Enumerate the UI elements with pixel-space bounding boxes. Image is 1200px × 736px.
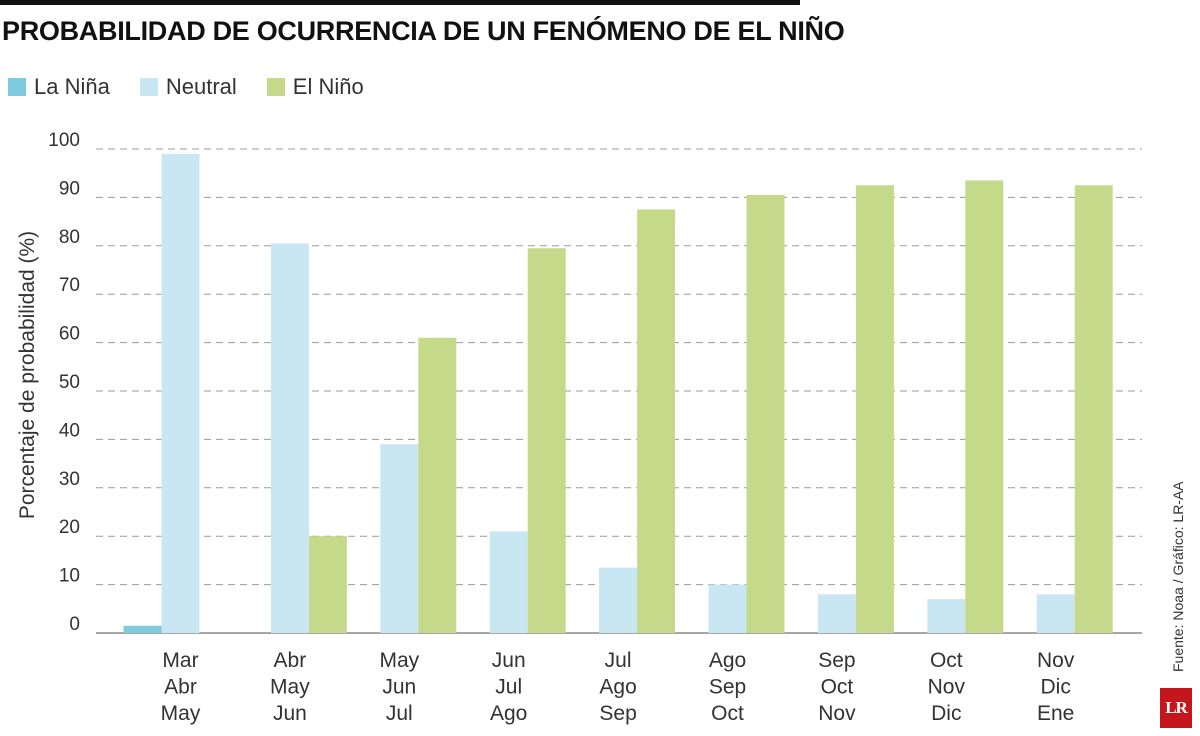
- x-tick-label: May: [379, 649, 419, 672]
- x-tick-label: Oct: [930, 649, 963, 672]
- x-tick-label: May: [161, 702, 201, 725]
- x-tick-label: Oct: [711, 702, 744, 725]
- bar-neutral: [380, 444, 419, 633]
- bar-la-nina: [123, 625, 162, 633]
- legend-item-la-nina: La Niña: [8, 74, 110, 100]
- bar-el-nino: [637, 209, 676, 633]
- top-rule: [0, 0, 800, 5]
- x-tick-label: Ene: [1037, 702, 1074, 725]
- y-tick-label: 0: [69, 614, 80, 635]
- legend-label-el-nino: El Niño: [292, 74, 364, 99]
- x-tick-label: Dic: [931, 702, 961, 725]
- y-tick-label: 60: [59, 324, 80, 345]
- bar-el-nino: [746, 194, 785, 634]
- x-tick-label: Ago: [709, 649, 746, 672]
- y-tick-label: 30: [59, 469, 80, 490]
- legend-swatch-el-nino: [266, 78, 285, 96]
- bar-el-nino: [965, 180, 1004, 633]
- bar-neutral: [817, 594, 856, 633]
- legend-label-neutral: Neutral: [165, 74, 237, 99]
- x-tick-label: Oct: [821, 676, 854, 699]
- y-tick-label: 70: [59, 275, 80, 296]
- bar-neutral: [1036, 594, 1075, 633]
- y-tick-label: 10: [59, 566, 80, 587]
- x-tick-label: Nov: [1037, 649, 1075, 672]
- bar-el-nino: [308, 536, 347, 633]
- lr-logo: LR: [1160, 688, 1192, 728]
- bar-el-nino: [418, 337, 457, 633]
- y-tick-label: 80: [59, 227, 80, 248]
- bar-el-nino: [1074, 185, 1113, 634]
- x-tick-label: Dic: [1041, 676, 1071, 699]
- x-tick-label: Sep: [818, 649, 855, 672]
- x-tick-label: May: [270, 676, 310, 699]
- x-tick-label: Nov: [818, 702, 856, 725]
- x-tick-label: Sep: [599, 702, 636, 725]
- chart-title: PROBABILIDAD DE OCURRENCIA DE UN FENÓMEN…: [2, 16, 845, 46]
- y-tick-label: 40: [59, 420, 80, 441]
- x-tick-label: Ago: [490, 702, 527, 725]
- y-tick-label: 100: [48, 130, 80, 151]
- x-tick-label: Ago: [599, 676, 636, 699]
- x-tick-label: Jul: [605, 649, 632, 672]
- y-tick-label: 50: [59, 372, 80, 393]
- legend-item-el-nino: El Niño: [266, 74, 364, 100]
- x-tick-label: Abr: [274, 649, 307, 672]
- bar-neutral: [161, 153, 200, 633]
- bar-neutral: [270, 243, 309, 633]
- legend-swatch-la-nina: [8, 78, 26, 96]
- bar-el-nino: [527, 248, 566, 633]
- x-tick-label: Jun: [492, 649, 526, 672]
- legend: La Niña Neutral El Niño: [8, 74, 394, 100]
- legend-item-neutral: Neutral: [139, 74, 237, 100]
- x-tick-label: Mar: [162, 649, 198, 672]
- bar-neutral: [599, 567, 638, 633]
- x-tick-label: Sep: [709, 676, 746, 699]
- legend-label-la-nina: La Niña: [34, 74, 110, 99]
- y-tick-label: 90: [59, 178, 80, 199]
- bar-neutral: [927, 599, 966, 633]
- legend-swatch-neutral: [139, 78, 158, 96]
- y-tick-label: 20: [59, 517, 80, 538]
- x-tick-label: Jul: [495, 676, 522, 699]
- x-tick-label: Jun: [273, 702, 307, 725]
- source-note: Fuente: Noaa / Gráfico: LR-AA: [1170, 481, 1186, 672]
- bar-el-nino: [855, 185, 894, 634]
- y-axis-label: Porcentaje de probabilidad (%): [16, 231, 39, 519]
- x-tick-label: Jul: [386, 702, 413, 725]
- bar-neutral: [489, 531, 528, 633]
- x-tick-label: Abr: [164, 676, 197, 699]
- x-tick-label: Jun: [382, 676, 416, 699]
- bar-neutral: [708, 584, 747, 633]
- x-tick-label: Nov: [928, 676, 966, 699]
